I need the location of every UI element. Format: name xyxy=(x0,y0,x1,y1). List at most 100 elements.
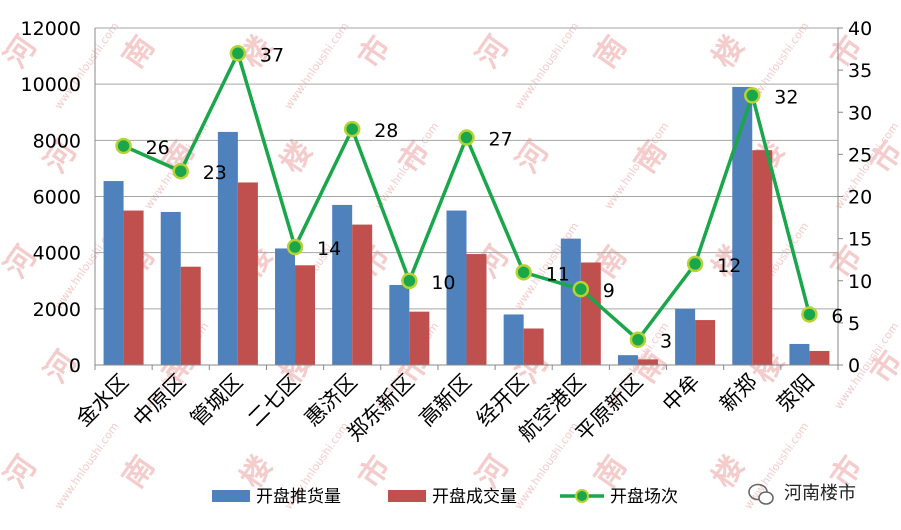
category-label: 二七区 xyxy=(243,370,305,432)
left-tick-label: 12000 xyxy=(21,18,81,40)
bar-supply xyxy=(103,181,124,365)
sessions-point xyxy=(229,45,247,62)
bar-supply xyxy=(217,131,238,365)
left-tick-label: 0 xyxy=(69,355,81,377)
sessions-point xyxy=(172,162,189,180)
legend-label: 开盘成交量 xyxy=(432,487,517,507)
legend-label: 开盘推货量 xyxy=(256,487,341,507)
sessions-data-label: 12 xyxy=(717,255,741,277)
watermark-glyph: 南 xyxy=(116,30,162,75)
left-tick-label: 10000 xyxy=(21,74,81,96)
bar-supply xyxy=(275,248,296,365)
bar-supply xyxy=(732,86,753,365)
watermark-glyph: 楼 xyxy=(706,30,752,75)
watermark-glyph: 市 xyxy=(352,450,398,495)
bar-supply xyxy=(560,238,581,365)
right-tick-label: 35 xyxy=(848,60,872,82)
bar-deals xyxy=(523,328,544,365)
brand-mark: 河南楼市 xyxy=(748,483,856,505)
watermark-glyph: 河 xyxy=(470,30,516,75)
watermark-url: www.hnloushi.com xyxy=(512,20,582,112)
sessions-data-label: 26 xyxy=(146,137,170,159)
sessions-data-label: 37 xyxy=(260,44,284,66)
bar-supply xyxy=(389,284,410,365)
wechat-icon-bubble xyxy=(758,491,774,505)
sessions-data-label: 9 xyxy=(603,280,615,302)
watermark-glyph: 南 xyxy=(116,450,162,495)
sessions-point xyxy=(515,264,532,281)
sessions-data-label: 3 xyxy=(660,331,672,353)
bar-supply xyxy=(675,308,696,365)
sessions-point xyxy=(343,120,361,138)
bar-deals xyxy=(123,210,144,365)
bar-deals xyxy=(580,262,601,365)
right-tick-label: 0 xyxy=(848,355,860,377)
sessions-point xyxy=(286,238,304,256)
sessions-data-label: 27 xyxy=(489,129,513,151)
right-tick-label: 20 xyxy=(848,187,872,209)
left-axis-ticks: 0 2000 4000 6000 8000 10000 12000 xyxy=(21,18,81,377)
sessions-point xyxy=(801,306,818,323)
right-tick-label: 25 xyxy=(848,144,872,166)
sessions-data-label: 23 xyxy=(203,162,227,184)
watermark-glyph: 河 xyxy=(0,450,44,495)
legend-swatch xyxy=(212,490,250,502)
bar-supply xyxy=(789,343,810,365)
watermark-url: www.hnloushi.com xyxy=(282,20,352,112)
sessions-point xyxy=(115,137,132,155)
sessions-point xyxy=(744,87,761,104)
watermark-glyph: 楼 xyxy=(706,450,752,495)
watermark-url: www.hnloushi.com xyxy=(52,420,122,512)
category-label: 金水区 xyxy=(72,370,134,432)
bar-deals xyxy=(695,320,716,365)
sessions-data-label: 32 xyxy=(774,86,798,108)
bar-supply xyxy=(503,314,524,365)
bar-deals xyxy=(809,350,830,365)
legend-swatch-marker xyxy=(575,489,589,503)
sessions-point xyxy=(629,331,647,348)
legend: 开盘推货量 开盘成交量 开盘场次 xyxy=(212,487,678,507)
brand-name: 河南楼市 xyxy=(784,483,856,504)
right-tick-label: 40 xyxy=(848,18,872,40)
bar-deals xyxy=(295,265,316,365)
bar-supply xyxy=(617,355,638,365)
legend-swatch xyxy=(388,490,426,502)
right-tick-label: 30 xyxy=(848,102,872,124)
sessions-data-label: 6 xyxy=(831,305,843,327)
sessions-data-label: 11 xyxy=(546,263,570,285)
bar-supply xyxy=(446,210,467,365)
bars xyxy=(103,86,830,365)
watermark-glyph: 楼 xyxy=(274,135,320,180)
line-series: 26 23 37 14 28 10 27 11 9 3 12 32 6 xyxy=(115,44,844,353)
bar-deals xyxy=(752,150,773,365)
legend-label: 开盘场次 xyxy=(610,487,678,507)
bar-deals xyxy=(466,254,487,365)
bar-supply xyxy=(160,211,181,365)
right-tick-label: 15 xyxy=(848,229,872,251)
sessions-data-label: 14 xyxy=(317,238,341,260)
left-tick-label: 6000 xyxy=(33,187,81,209)
sessions-data-label: 10 xyxy=(431,272,455,294)
sessions-data-label: 28 xyxy=(374,120,398,142)
sessions-point xyxy=(572,280,590,298)
bar-deals xyxy=(237,182,258,365)
bar-deals xyxy=(409,311,430,365)
right-tick-label: 5 xyxy=(848,313,860,335)
watermark-glyph: 河 xyxy=(510,135,556,180)
sessions-point xyxy=(686,255,704,273)
watermark-glyph: 南 xyxy=(588,30,634,75)
left-tick-label: 2000 xyxy=(33,299,81,321)
category-label: 管城区 xyxy=(186,370,248,432)
left-tick-label: 8000 xyxy=(33,130,81,152)
bar-supply xyxy=(332,204,353,365)
watermark-glyph: 市 xyxy=(352,30,398,75)
bar-deals xyxy=(352,224,373,365)
right-axis-ticks: 0 5 10 15 20 25 30 35 40 xyxy=(838,18,872,377)
left-tick-label: 4000 xyxy=(33,243,81,265)
sessions-point xyxy=(458,129,475,146)
bar-deals xyxy=(637,359,658,365)
right-tick-label: 10 xyxy=(848,271,872,293)
bar-deals xyxy=(180,266,201,365)
